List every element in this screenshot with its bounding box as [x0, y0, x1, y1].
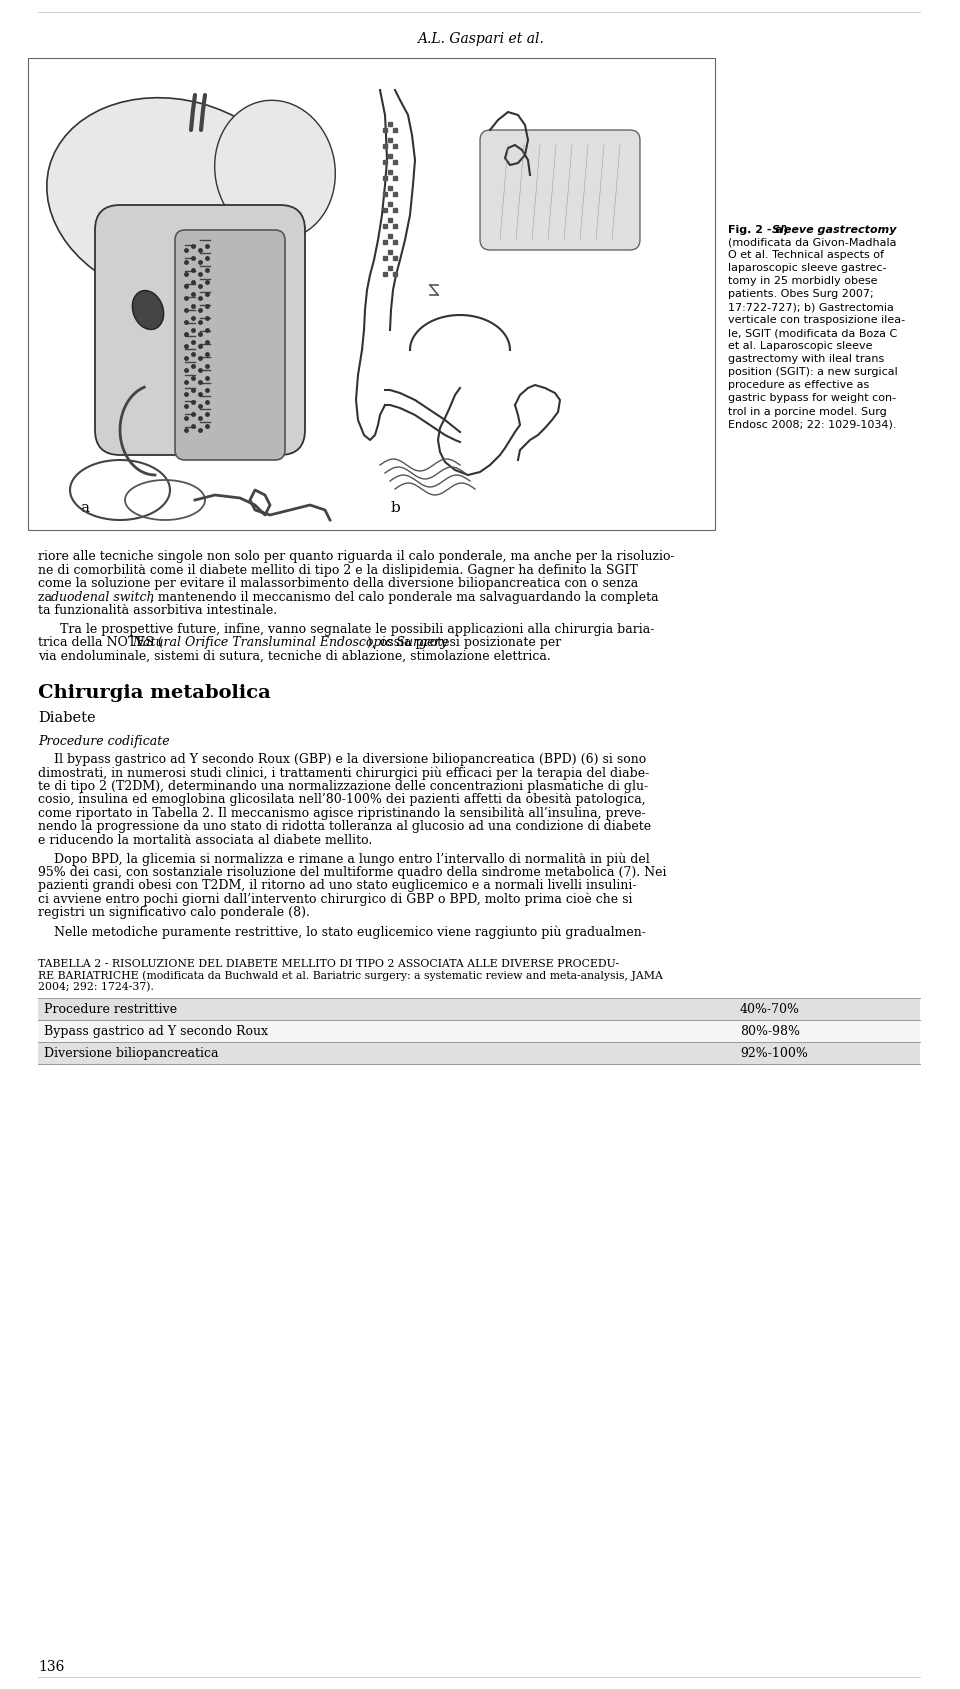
Ellipse shape — [215, 100, 335, 240]
Bar — [38, 1042, 920, 1064]
Bar — [28, 57, 715, 530]
Text: Natural Orifice Transluminal Endoscopic Surgery: Natural Orifice Transluminal Endoscopic … — [132, 637, 448, 649]
Text: Fig. 2 - a): Fig. 2 - a) — [728, 225, 792, 235]
FancyBboxPatch shape — [480, 130, 640, 250]
Text: nendo la progressione da uno stato di ridotta tolleranza al glucosio ad una cond: nendo la progressione da uno stato di ri… — [38, 819, 651, 833]
Text: 95% dei casi, con sostanziale risoluzione del multiforme quadro della sindrome m: 95% dei casi, con sostanziale risoluzion… — [38, 866, 666, 878]
FancyBboxPatch shape — [175, 230, 285, 459]
Text: Chirurgia metabolica: Chirurgia metabolica — [38, 684, 271, 701]
Text: Dopo BPD, la glicemia si normalizza e rimane a lungo entro l’intervallo di norma: Dopo BPD, la glicemia si normalizza e ri… — [38, 853, 650, 866]
Text: Diversione biliopancreatica: Diversione biliopancreatica — [44, 1047, 219, 1059]
Bar — [38, 998, 920, 1020]
Text: a: a — [81, 502, 89, 515]
Text: Sleeve gastrectomy: Sleeve gastrectomy — [772, 225, 897, 235]
Text: TABELLA 2 - RISOLUZIONE DEL DIABETE MELLITO DI TIPO 2 ASSOCIATA ALLE DIVERSE PRO: TABELLA 2 - RISOLUZIONE DEL DIABETE MELL… — [38, 959, 619, 969]
Text: pazienti grandi obesi con T2DM, il ritorno ad uno stato euglicemico e a normali : pazienti grandi obesi con T2DM, il ritor… — [38, 880, 636, 892]
Text: riore alle tecniche singole non solo per quanto riguarda il calo ponderale, ma a: riore alle tecniche singole non solo per… — [38, 551, 675, 562]
Text: te di tipo 2 (T2DM), determinando una normalizzazione delle concentrazioni plasm: te di tipo 2 (T2DM), determinando una no… — [38, 780, 648, 792]
Text: ta funzionalità assorbitiva intestinale.: ta funzionalità assorbitiva intestinale. — [38, 605, 277, 616]
Text: , mantenendo il meccanismo del calo ponderale ma salvaguardando la completa: , mantenendo il meccanismo del calo pond… — [150, 591, 659, 603]
Text: Diabete: Diabete — [38, 711, 96, 725]
Text: come la soluzione per evitare il malassorbimento della diversione biliopancreati: come la soluzione per evitare il malasso… — [38, 578, 638, 589]
Text: ci avviene entro pochi giorni dall’intervento chirurgico di GBP o BPD, molto pri: ci avviene entro pochi giorni dall’inter… — [38, 893, 633, 907]
Text: dimostrati, in numerosi studi clinici, i trattamenti chirurgici più efficaci per: dimostrati, in numerosi studi clinici, i… — [38, 767, 649, 780]
Text: Tra le prospettive future, infine, vanno segnalate le possibili applicazioni all: Tra le prospettive future, infine, vanno… — [60, 623, 655, 635]
Text: trica della NOTES (: trica della NOTES ( — [38, 637, 163, 649]
Text: via endoluminale, sistemi di sutura, tecniche di ablazione, stimolazione elettri: via endoluminale, sistemi di sutura, tec… — [38, 650, 551, 662]
Text: Procedure restrittive: Procedure restrittive — [44, 1003, 178, 1015]
Text: cosio, insulina ed emoglobina glicosilata nell’80-100% dei pazienti affetti da o: cosio, insulina ed emoglobina glicosilat… — [38, 794, 646, 806]
Text: (modificata da Givon-Madhala
O et al. Technical aspects of
laparoscopic sleeve g: (modificata da Givon-Madhala O et al. Te… — [728, 236, 905, 429]
Text: 136: 136 — [38, 1660, 64, 1674]
Text: za: za — [38, 591, 56, 603]
Text: registri un significativo calo ponderale (8).: registri un significativo calo ponderale… — [38, 907, 310, 919]
Text: Bypass gastrico ad Y secondo Roux: Bypass gastrico ad Y secondo Roux — [44, 1025, 268, 1037]
Text: ), ossia protesi posizionate per: ), ossia protesi posizionate per — [367, 637, 561, 649]
Text: Il bypass gastrico ad Y secondo Roux (GBP) e la diversione biliopancreatica (BPD: Il bypass gastrico ad Y secondo Roux (GB… — [38, 753, 646, 765]
Ellipse shape — [47, 98, 303, 302]
Text: ne di comorbilità come il diabete mellito di tipo 2 e la dislipidemia. Gagner ha: ne di comorbilità come il diabete mellit… — [38, 564, 637, 576]
Text: duodenal switch: duodenal switch — [51, 591, 155, 603]
Text: RE BARIATRICHE (modificata da Buchwald et al. Bariatric surgery: a systematic re: RE BARIATRICHE (modificata da Buchwald e… — [38, 971, 662, 981]
FancyBboxPatch shape — [95, 204, 305, 454]
Ellipse shape — [132, 291, 163, 329]
Text: come riportato in Tabella 2. Il meccanismo agisce ripristinando la sensibilità a: come riportato in Tabella 2. Il meccanis… — [38, 807, 646, 819]
Text: Procedure codificate: Procedure codificate — [38, 735, 170, 748]
Text: b: b — [390, 502, 400, 515]
Text: 80%-98%: 80%-98% — [740, 1025, 800, 1037]
Text: e riducendo la mortalità associata al diabete mellito.: e riducendo la mortalità associata al di… — [38, 833, 372, 846]
Bar — [38, 1020, 920, 1042]
Text: A.L. Gaspari et al.: A.L. Gaspari et al. — [417, 32, 543, 46]
Text: 40%-70%: 40%-70% — [740, 1003, 800, 1015]
Text: Nelle metodiche puramente restrittive, lo stato euglicemico viene raggiunto più : Nelle metodiche puramente restrittive, l… — [38, 926, 646, 939]
Text: 2004; 292: 1724-37).: 2004; 292: 1724-37). — [38, 981, 154, 993]
Text: 92%-100%: 92%-100% — [740, 1047, 808, 1059]
